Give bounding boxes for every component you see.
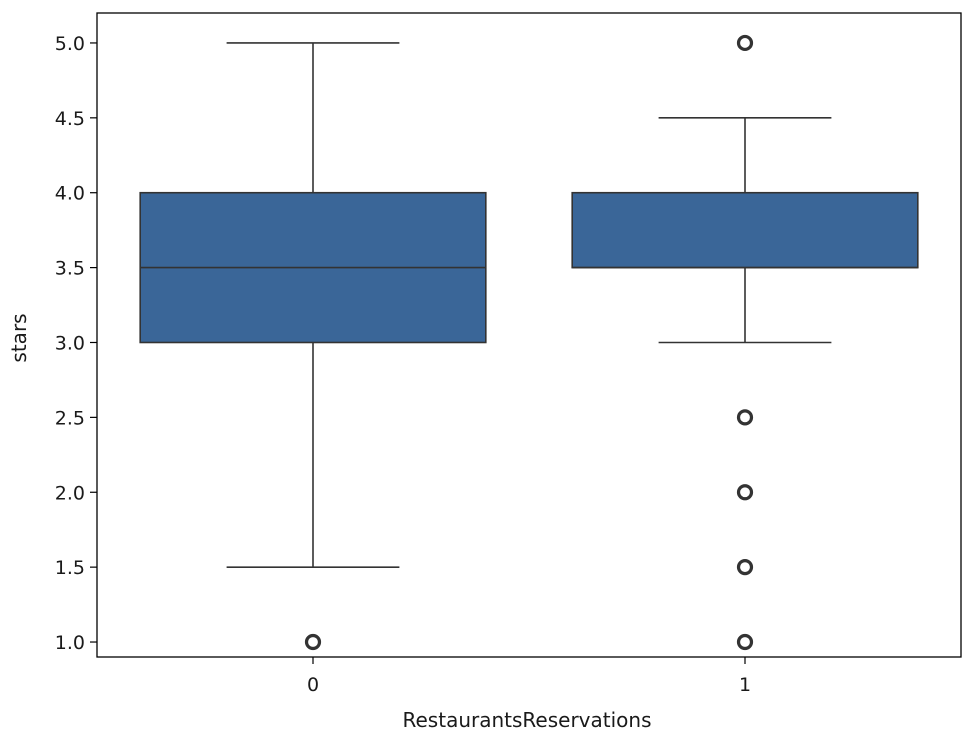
- axes-frame: [96, 12, 962, 658]
- outlier-point: [736, 409, 754, 426]
- outlier-point: [736, 633, 754, 651]
- outlier-point: [304, 633, 322, 651]
- y-tick-label: 3.0: [55, 332, 85, 354]
- iqr-box: [571, 191, 919, 269]
- y-tick-label: 2.5: [55, 407, 85, 429]
- box-group-0: [139, 42, 487, 651]
- y-tick-label: 1.5: [55, 557, 85, 579]
- y-tick-label: 5.0: [55, 33, 85, 55]
- outlier-point: [736, 559, 754, 576]
- outlier-point: [736, 484, 754, 501]
- box-group-1: [571, 34, 919, 651]
- x-axis-label: RestaurantsReservations: [403, 708, 652, 732]
- y-axis-label: stars: [7, 313, 31, 362]
- plot-area: [139, 34, 919, 651]
- y-axis: 1.0 1.5 2.0 2.5 3.0 3.5 4.0 4.5 5.0: [55, 33, 97, 654]
- y-tick-label: 4.5: [55, 108, 85, 130]
- y-tick-label: 1.0: [55, 632, 85, 654]
- y-tick-label: 3.5: [55, 258, 85, 280]
- outlier-point: [736, 34, 754, 52]
- y-tick-label: 2.0: [55, 482, 85, 504]
- x-tick-label: 0: [307, 674, 319, 696]
- x-tick-label: 1: [739, 674, 751, 696]
- y-tick-label: 4.0: [55, 183, 85, 205]
